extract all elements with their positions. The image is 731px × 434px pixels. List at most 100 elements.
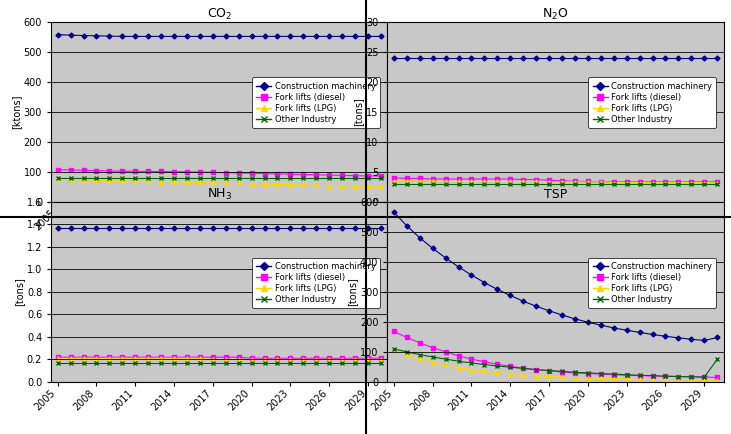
Construction machinery: [338, 225, 346, 230]
Other Industry: [170, 176, 178, 181]
Fork lifts (LPG): [338, 183, 346, 188]
Other Industry: [428, 355, 437, 360]
Fork lifts (diesel): [583, 179, 592, 184]
Fork lifts (LPG): [221, 181, 230, 186]
Other Industry: [118, 176, 126, 181]
Fork lifts (diesel): [415, 176, 424, 181]
Other Industry: [454, 358, 463, 364]
Construction machinery: [648, 332, 657, 337]
Other Industry: [583, 370, 592, 375]
Fork lifts (diesel): [105, 355, 114, 360]
Construction machinery: [596, 322, 605, 328]
Fork lifts (LPG): [208, 357, 217, 362]
Construction machinery: [79, 225, 88, 230]
Fork lifts (LPG): [338, 357, 346, 362]
Construction machinery: [183, 34, 192, 39]
Fork lifts (diesel): [442, 349, 450, 355]
Other Industry: [195, 360, 204, 365]
Fork lifts (LPG): [622, 376, 631, 381]
Construction machinery: [390, 55, 398, 60]
Fork lifts (diesel): [493, 176, 501, 181]
Fork lifts (LPG): [170, 356, 178, 361]
Fork lifts (LPG): [260, 181, 269, 187]
Fork lifts (LPG): [286, 182, 295, 187]
Fork lifts (diesel): [403, 176, 412, 181]
Construction machinery: [428, 246, 437, 251]
Fork lifts (diesel): [531, 177, 540, 182]
Other Industry: [312, 360, 321, 365]
Fork lifts (diesel): [118, 355, 126, 360]
Fork lifts (LPG): [545, 374, 553, 379]
Line: Fork lifts (LPG): Fork lifts (LPG): [392, 179, 719, 184]
Fork lifts (diesel): [558, 369, 567, 375]
Other Industry: [235, 176, 243, 181]
Construction machinery: [286, 225, 295, 230]
Line: Fork lifts (diesel): Fork lifts (diesel): [56, 168, 383, 178]
Fork lifts (diesel): [648, 179, 657, 184]
Construction machinery: [610, 55, 618, 60]
Fork lifts (diesel): [571, 179, 580, 184]
Construction machinery: [519, 55, 528, 60]
Fork lifts (LPG): [687, 377, 696, 382]
Construction machinery: [183, 225, 192, 230]
Line: Construction machinery: Construction machinery: [56, 33, 383, 38]
Other Industry: [545, 182, 553, 187]
Fork lifts (LPG): [700, 378, 708, 383]
Fork lifts (LPG): [67, 177, 75, 182]
Fork lifts (diesel): [454, 176, 463, 181]
Fork lifts (LPG): [363, 357, 372, 362]
Fork lifts (diesel): [53, 355, 62, 360]
Fork lifts (diesel): [195, 355, 204, 360]
Other Industry: [131, 360, 140, 365]
Line: Fork lifts (LPG): Fork lifts (LPG): [392, 349, 719, 382]
Construction machinery: [363, 225, 372, 230]
Other Industry: [403, 349, 412, 355]
Fork lifts (diesel): [571, 370, 580, 375]
Construction machinery: [247, 34, 256, 39]
Other Industry: [622, 182, 631, 187]
Fork lifts (LPG): [506, 179, 515, 184]
Line: Construction machinery: Construction machinery: [56, 226, 383, 230]
Fork lifts (LPG): [312, 183, 321, 188]
Construction machinery: [442, 255, 450, 260]
Fork lifts (diesel): [170, 169, 178, 174]
Fork lifts (LPG): [92, 178, 101, 183]
Fork lifts (LPG): [170, 179, 178, 184]
Fork lifts (LPG): [571, 375, 580, 380]
Other Industry: [351, 360, 360, 365]
Line: Other Industry: Other Industry: [392, 347, 719, 379]
Fork lifts (LPG): [648, 180, 657, 185]
Fork lifts (LPG): [480, 368, 489, 374]
Fork lifts (diesel): [92, 355, 101, 360]
Construction machinery: [325, 225, 333, 230]
Line: Fork lifts (LPG): Fork lifts (LPG): [56, 178, 383, 188]
Other Industry: [299, 176, 308, 181]
Fork lifts (diesel): [376, 174, 385, 179]
Other Industry: [363, 360, 372, 365]
Construction machinery: [312, 225, 321, 230]
Other Industry: [92, 176, 101, 181]
Other Industry: [583, 182, 592, 187]
Fork lifts (LPG): [105, 356, 114, 361]
Other Industry: [428, 182, 437, 187]
Fork lifts (diesel): [713, 375, 721, 380]
Fork lifts (LPG): [195, 180, 204, 185]
Fork lifts (LPG): [531, 373, 540, 378]
Fork lifts (diesel): [687, 374, 696, 379]
Other Industry: [260, 176, 269, 181]
Fork lifts (LPG): [558, 179, 567, 184]
Fork lifts (diesel): [661, 179, 670, 184]
Other Industry: [661, 182, 670, 187]
Construction machinery: [156, 225, 165, 230]
Fork lifts (diesel): [635, 179, 644, 184]
Fork lifts (diesel): [79, 168, 88, 173]
Construction machinery: [144, 225, 153, 230]
Fork lifts (LPG): [286, 357, 295, 362]
Construction machinery: [558, 312, 567, 318]
Fork lifts (diesel): [519, 365, 528, 371]
Fork lifts (LPG): [131, 356, 140, 361]
Other Industry: [338, 360, 346, 365]
Fork lifts (diesel): [467, 176, 476, 181]
Other Industry: [674, 374, 683, 379]
Fork lifts (LPG): [583, 375, 592, 381]
